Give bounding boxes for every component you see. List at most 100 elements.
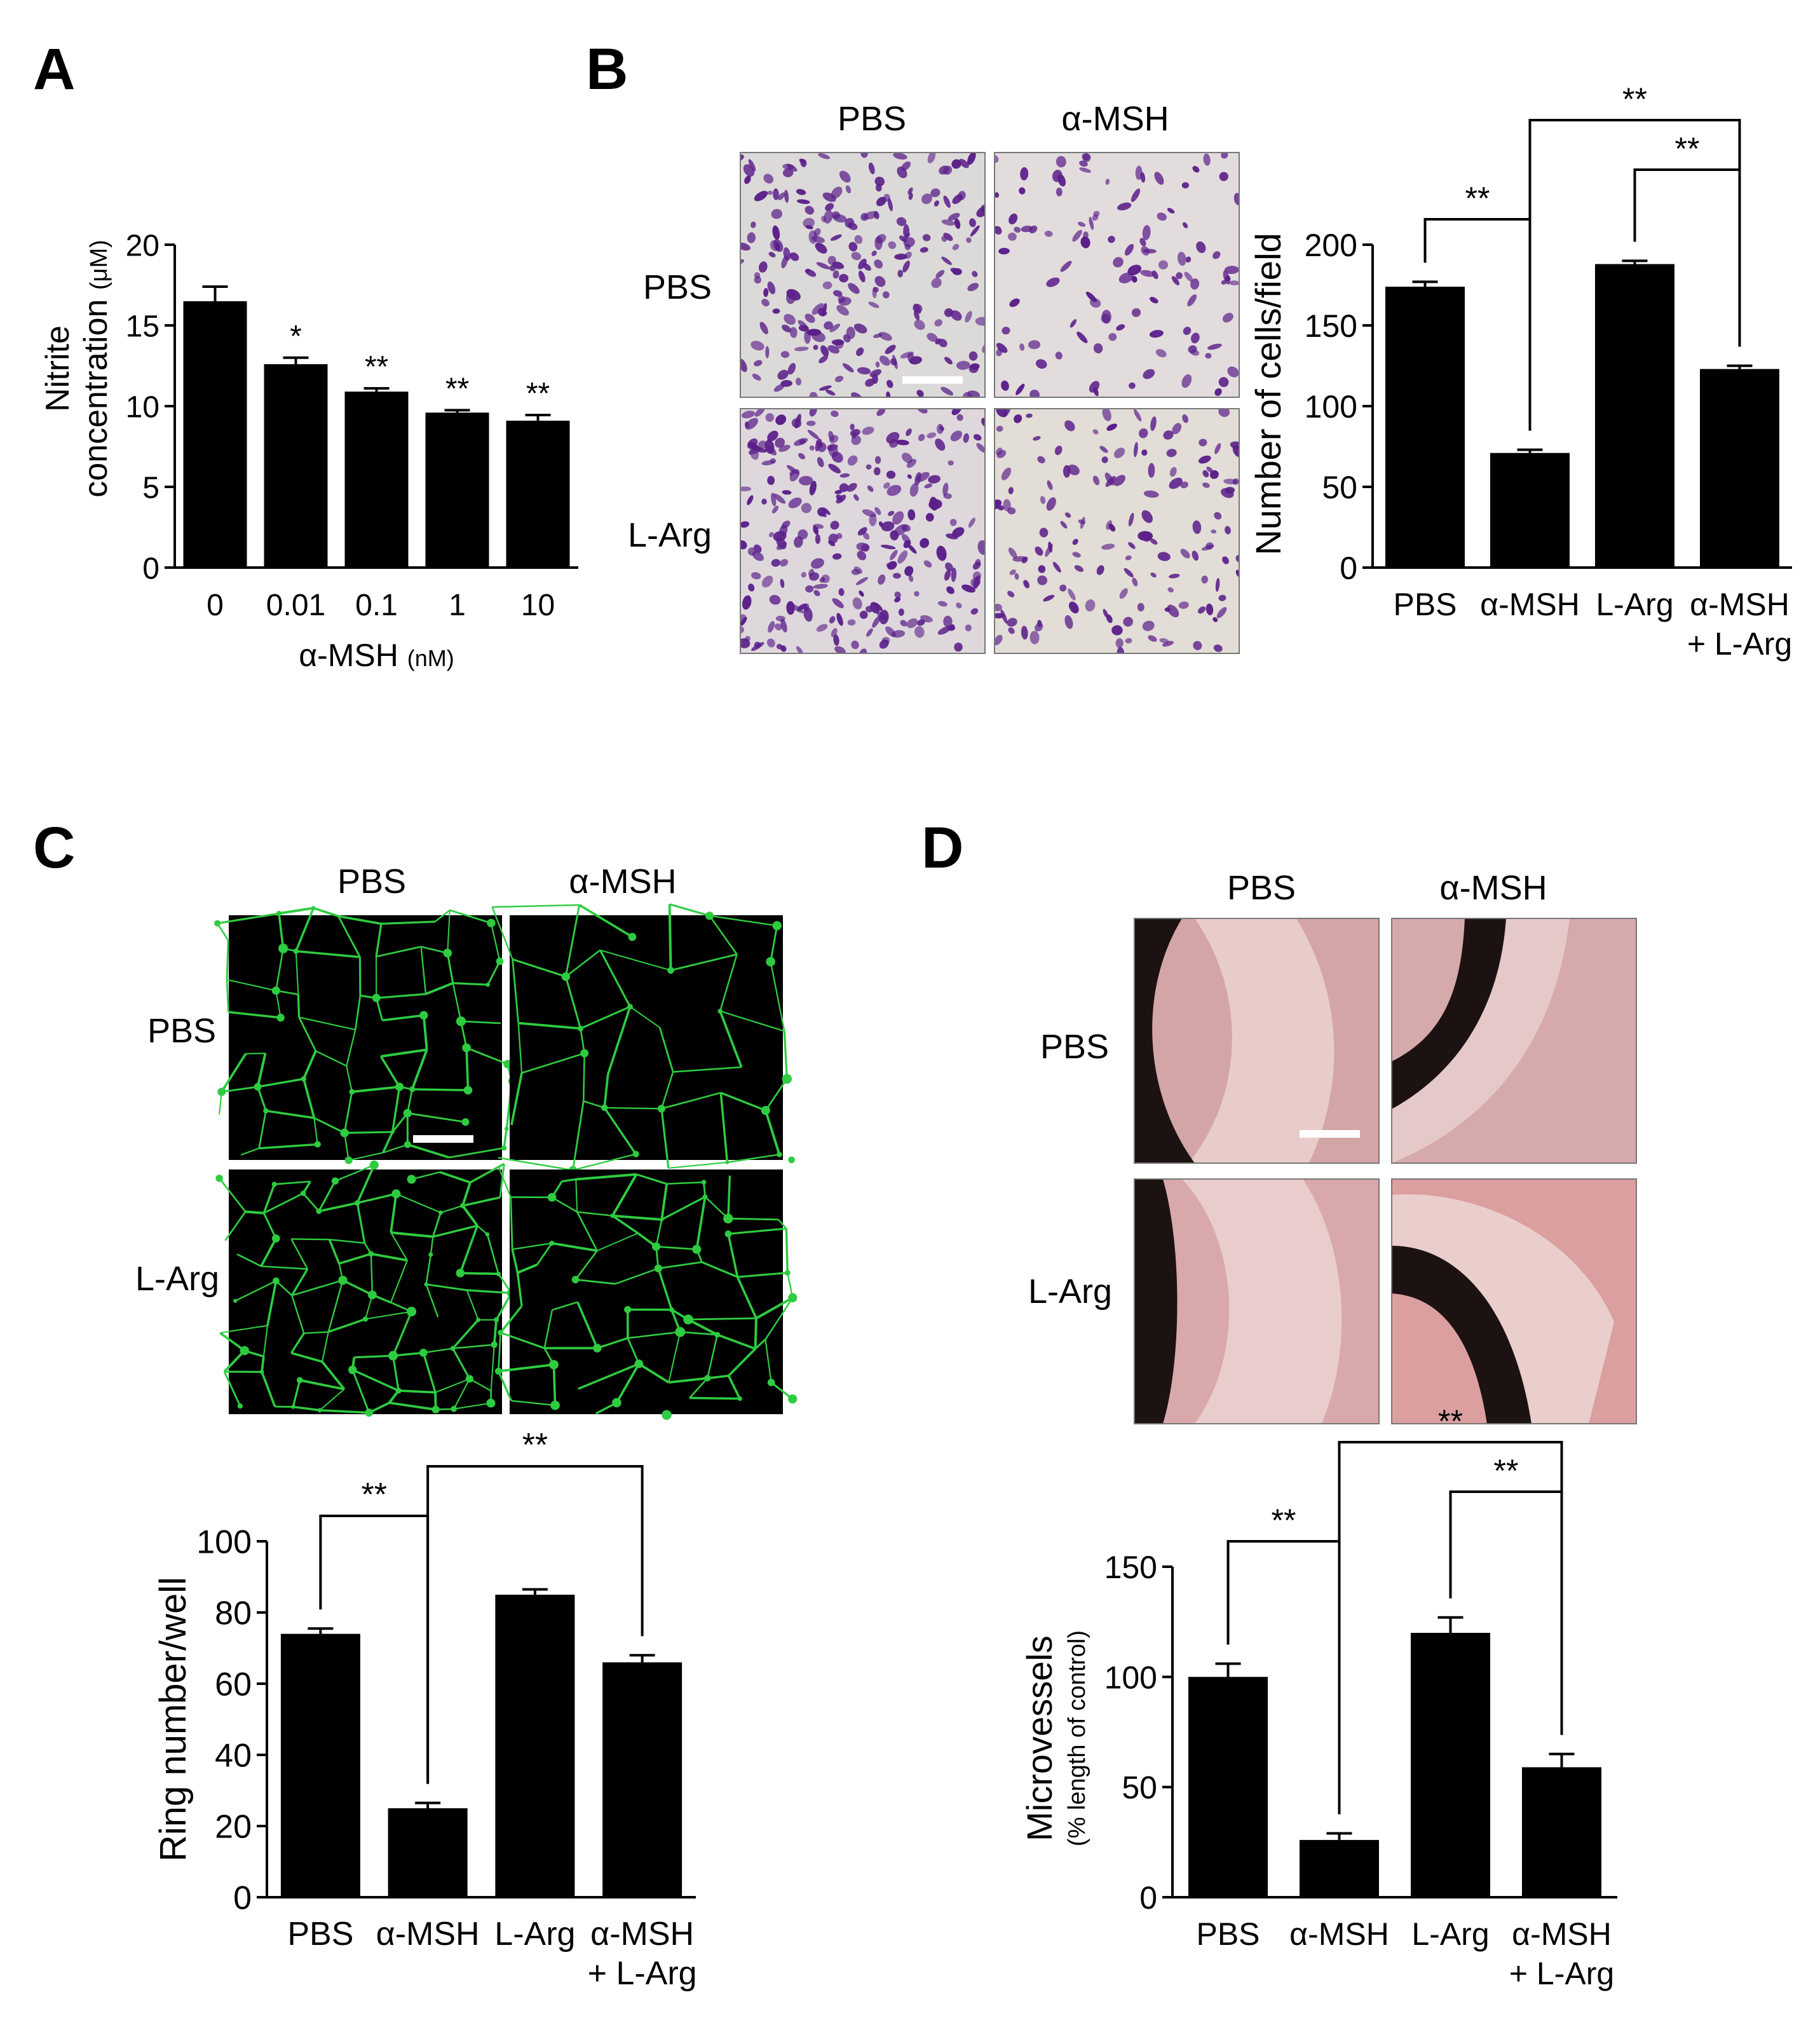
stained-cell [1035,359,1047,369]
stained-cell [1085,291,1097,303]
tube-segment [260,1237,277,1267]
stained-cell [1080,236,1090,249]
tube-node [395,1387,402,1394]
stained-cell [836,305,850,316]
tube-segment [278,906,314,915]
tube-node [714,1332,721,1338]
tube-segment [657,1268,673,1311]
micrograph-background [510,915,783,1160]
stained-cell [936,545,947,561]
tube-segment [256,1053,267,1087]
stained-cell [1196,241,1206,254]
tube-segment [329,1239,365,1244]
stained-cell [835,339,844,349]
stained-cell [861,543,870,552]
tube-segment [510,1072,523,1126]
tube-segment [257,1077,304,1088]
stained-cell [836,494,846,504]
stained-cell [1056,156,1066,168]
tube-segment [351,1086,400,1093]
stained-cell [836,613,843,626]
stained-cell [798,320,808,329]
stained-cell [968,517,975,528]
tube-node [610,1213,615,1218]
stained-cell [1202,470,1209,477]
stained-cell [970,363,980,370]
stained-cell [1078,519,1085,524]
stained-cell [1214,512,1222,520]
stained-cell [947,460,954,466]
stained-cell [1169,477,1183,489]
stained-cell [1183,327,1192,336]
stained-cell [813,524,824,529]
stained-cell [752,551,764,561]
stained-cell [754,272,761,279]
stained-cell [904,566,914,576]
stained-cell [1099,446,1108,453]
tube-segment [668,904,672,971]
tube-segment [727,1154,780,1164]
tube-segment [390,1232,408,1261]
scale-bar [413,1135,473,1143]
stained-cell [1092,214,1099,221]
stained-cell [782,168,794,177]
stained-cell [847,619,856,626]
stained-cell [1139,238,1146,247]
stained-cell [885,344,896,355]
stained-cell [868,301,879,308]
tube-segment [658,1027,674,1072]
stained-cell [950,430,963,442]
tube-node [263,1108,269,1114]
tube-segment [543,1309,553,1349]
stained-cell [794,414,801,429]
tube-segment [536,1243,553,1265]
stained-cell [745,418,758,430]
stained-cell [789,252,799,261]
stained-cell [1023,580,1030,589]
tube-segment [261,1371,276,1407]
tube-node [214,920,221,927]
stained-cell [866,464,872,470]
tube-node [465,1375,473,1383]
y-tick-label: 150 [1104,1550,1157,1585]
stained-cell [798,475,813,486]
stained-cell [1148,635,1157,642]
stained-cell [1008,627,1015,634]
stained-cell [1123,617,1133,627]
stained-cell [907,474,912,479]
tube-segment [466,1289,512,1295]
tube-segment [234,1280,276,1302]
stained-cell [744,175,751,184]
tube-segment [565,949,601,978]
stained-cell [1008,547,1017,559]
micrograph-c-pbs-pbs [214,906,516,1164]
tube-node [662,1410,672,1420]
tube-segment [785,1228,789,1273]
stained-cell [1128,542,1136,549]
stained-cell [766,638,775,648]
tube-node [443,948,452,958]
tube-segment [660,1072,674,1109]
tube-segment [338,915,382,925]
sprout-zone [1392,918,1570,1163]
micrograph-border [740,408,986,654]
tube-segment [688,1318,718,1336]
stained-cell [1125,243,1134,256]
tube-segment [425,1254,432,1285]
tube-segment [688,1317,757,1321]
stained-cell [956,414,963,421]
tube-node [395,1082,404,1091]
stained-cell [1167,208,1175,214]
tube-segment [636,1173,667,1185]
y-tick-label: 0 [1340,550,1357,586]
stained-cell [886,470,896,479]
stained-cell [1229,280,1239,286]
stained-cell [1068,589,1076,601]
x-tick-label: 1 [449,589,466,622]
tube-segment [487,960,501,985]
stained-cell [1079,167,1091,173]
stained-cell [943,195,951,208]
stained-cell [759,261,768,273]
stained-cell [803,217,815,228]
stained-cell [961,584,975,593]
